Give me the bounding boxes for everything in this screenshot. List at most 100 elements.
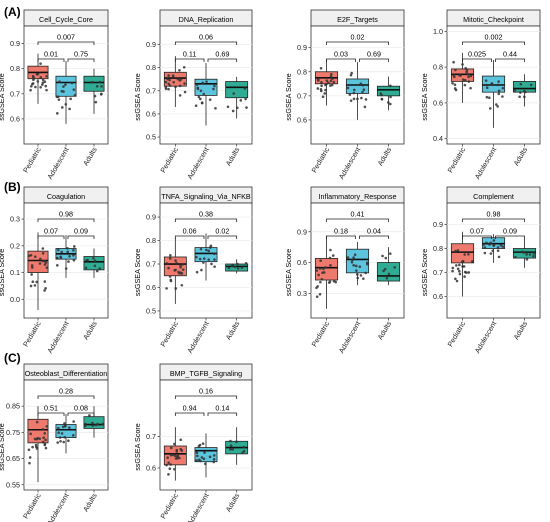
data-point [331, 254, 335, 257]
data-point [324, 83, 327, 87]
data-point [461, 63, 464, 66]
data-point [168, 78, 171, 82]
data-point [488, 243, 491, 246]
data-point [501, 86, 505, 90]
data-point [359, 274, 363, 277]
panel-title: DNA_Replication [179, 15, 234, 24]
data-point [199, 97, 202, 101]
p-value-label: 0.11 [183, 50, 196, 59]
data-point [382, 269, 385, 273]
data-point [199, 89, 203, 93]
data-point [84, 422, 87, 426]
data-point [492, 243, 496, 247]
data-point [205, 248, 208, 252]
data-point [95, 84, 99, 88]
data-point [41, 81, 45, 84]
data-point [232, 92, 236, 95]
panels-layer: Cell_Cycle_Core 0.6 0.7 0.8 0.9 ssGSEA Score P… [0, 9, 541, 522]
p-value-label: 0.04 [367, 227, 381, 236]
p-bracket [37, 235, 65, 239]
data-point [525, 258, 529, 261]
data-point [60, 89, 64, 93]
data-point [174, 287, 178, 290]
y-tick-label: 0.3 [10, 215, 20, 224]
data-point [361, 90, 364, 94]
data-point [88, 414, 91, 417]
data-point [202, 457, 206, 461]
data-point [72, 88, 76, 91]
data-point [181, 268, 185, 271]
data-point [466, 72, 470, 76]
data-point [95, 269, 99, 273]
data-point [350, 71, 353, 75]
data-point [41, 252, 45, 255]
x-tick-label: Adults [511, 319, 529, 341]
data-point [91, 421, 94, 425]
data-point [522, 251, 525, 254]
data-point [174, 85, 177, 89]
data-point [43, 432, 46, 435]
data-point [355, 269, 358, 272]
y-tick-label: 0.9 [297, 43, 307, 52]
box-pediatric [163, 256, 187, 277]
data-point [58, 436, 62, 439]
data-point [171, 453, 175, 457]
data-point [242, 445, 246, 449]
data-point [467, 252, 470, 256]
box-adults [225, 81, 249, 99]
data-point [501, 95, 504, 98]
p-bracket [462, 235, 492, 239]
data-point [30, 264, 34, 267]
data-point [496, 83, 500, 87]
p-bracket [174, 395, 238, 399]
data-point [319, 259, 322, 263]
data-point [27, 254, 31, 258]
data-point [165, 287, 168, 290]
x-tick-label: Adolescent [337, 145, 363, 180]
data-point [453, 83, 457, 87]
data-point [34, 85, 37, 89]
data-point [461, 265, 464, 268]
p-bracket [67, 58, 95, 62]
panel-title: Mitotic_Checkpoint [463, 15, 524, 24]
data-point [315, 295, 319, 298]
data-point [461, 259, 465, 263]
x-tick-label: Adolescent [185, 319, 211, 354]
data-point [329, 84, 332, 87]
x-tick-label: Pediatric [309, 145, 331, 174]
data-point [31, 280, 35, 284]
data-point [362, 88, 366, 91]
p-value-label: 0.06 [199, 33, 213, 42]
data-point [497, 92, 501, 96]
data-point [172, 80, 175, 84]
data-point [45, 88, 48, 92]
y-tick-label: 0.6 [146, 464, 156, 473]
data-point [350, 260, 354, 264]
data-point [166, 456, 169, 459]
data-point [359, 82, 363, 85]
data-point [70, 81, 74, 85]
data-point [66, 250, 69, 254]
y-tick-label: 0.5 [146, 133, 156, 142]
data-point [240, 266, 244, 269]
panel-title: Coagulation [47, 192, 85, 201]
data-point [165, 463, 168, 467]
panel-title: E2F_Targets [337, 15, 378, 24]
data-point [180, 272, 184, 275]
data-point [231, 109, 235, 113]
data-point [45, 425, 49, 428]
box-adults [376, 85, 401, 97]
data-point [386, 101, 390, 104]
p-bracket [37, 58, 65, 62]
data-point [454, 277, 457, 281]
data-point [179, 438, 183, 442]
data-point [488, 107, 492, 110]
data-point [57, 431, 60, 434]
data-point [356, 97, 359, 101]
data-point [93, 264, 97, 268]
p-bracket [359, 58, 389, 62]
data-point [364, 98, 368, 101]
data-point [351, 258, 354, 262]
x-tick-label: Adults [224, 319, 242, 341]
